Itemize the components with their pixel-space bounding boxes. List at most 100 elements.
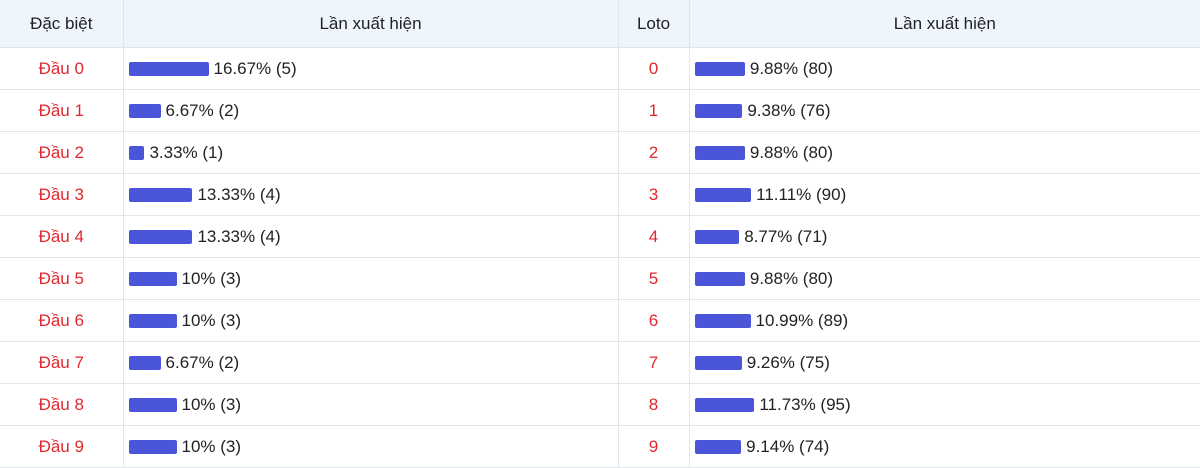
bar-cell: 16.67% (5) bbox=[122, 47, 619, 90]
row-label: Đầu 4 bbox=[0, 215, 124, 258]
row-label: 0 bbox=[617, 47, 690, 90]
bar-cell: 11.73% (95) bbox=[688, 383, 1200, 426]
bar-cell: 10% (3) bbox=[122, 383, 619, 426]
bar-wrap: 10% (3) bbox=[124, 437, 618, 457]
bar-cell: 6.67% (2) bbox=[122, 341, 619, 384]
row-label: 6 bbox=[617, 299, 690, 342]
row-label: Đầu 9 bbox=[0, 425, 124, 468]
bar-wrap: 13.33% (4) bbox=[124, 227, 618, 247]
bar bbox=[128, 355, 161, 370]
bar-cell: 9.14% (74) bbox=[688, 425, 1200, 468]
row-label: Đầu 6 bbox=[0, 299, 124, 342]
bar bbox=[128, 313, 177, 328]
bar bbox=[694, 439, 742, 454]
bar-wrap: 9.88% (80) bbox=[690, 143, 1200, 163]
bar-cell: 9.26% (75) bbox=[688, 341, 1200, 384]
bar-cell: 9.88% (80) bbox=[688, 47, 1200, 90]
row-label: Đầu 7 bbox=[0, 341, 124, 384]
value-label: 10% (3) bbox=[181, 268, 242, 288]
bar-wrap: 11.73% (95) bbox=[690, 395, 1200, 415]
bar bbox=[128, 397, 177, 412]
row-label: 9 bbox=[617, 425, 690, 468]
row: Đầu 1 6.67% (2) 1 9.38% (76) bbox=[0, 89, 1200, 132]
value-label: 9.26% (75) bbox=[746, 352, 830, 372]
bar-wrap: 10% (3) bbox=[124, 269, 618, 289]
value-label: 8.77% (71) bbox=[744, 226, 828, 246]
bar-wrap: 6.67% (2) bbox=[124, 101, 618, 121]
header-cell: Lần xuất hiện bbox=[122, 0, 619, 48]
bar bbox=[694, 229, 740, 244]
bar-cell: 9.38% (76) bbox=[688, 89, 1200, 132]
bar bbox=[694, 397, 755, 412]
row-label: 4 bbox=[617, 215, 690, 258]
bar-wrap: 13.33% (4) bbox=[124, 185, 618, 205]
bar-wrap: 8.77% (71) bbox=[690, 227, 1200, 247]
row: Đầu 4 13.33% (4) 4 8.77% (71) bbox=[0, 215, 1200, 258]
value-label: 9.88% (80) bbox=[749, 142, 834, 162]
value-label: 10.99% (89) bbox=[755, 310, 849, 330]
bar bbox=[128, 61, 209, 76]
bar-cell: 10% (3) bbox=[122, 299, 619, 342]
bar-wrap: 9.26% (75) bbox=[690, 353, 1200, 373]
header-row: Đặc biệt Lần xuất hiện Loto Lần xuất hiện bbox=[0, 0, 1200, 48]
table-body: Đầu 0 16.67% (5) 0 9.88% (80) Đầu 1 6.67% (2)… bbox=[0, 47, 1200, 468]
bar-cell: 9.88% (80) bbox=[688, 131, 1200, 174]
bar-cell: 9.88% (80) bbox=[688, 257, 1200, 300]
bar-cell: 13.33% (4) bbox=[122, 215, 619, 258]
row: Đầu 3 13.33% (4) 3 11.11% (90) bbox=[0, 173, 1200, 216]
value-label: 13.33% (4) bbox=[197, 184, 281, 204]
bar-wrap: 3.33% (1) bbox=[124, 143, 618, 163]
bar-cell: 13.33% (4) bbox=[122, 173, 619, 216]
bar-wrap: 6.67% (2) bbox=[124, 353, 618, 373]
value-label: 16.67% (5) bbox=[213, 58, 297, 78]
bar bbox=[694, 187, 752, 202]
bar-cell: 10.99% (89) bbox=[688, 299, 1200, 342]
value-label: 9.14% (74) bbox=[746, 436, 830, 456]
row-label: Đầu 3 bbox=[0, 173, 124, 216]
value-label: 6.67% (2) bbox=[165, 352, 240, 372]
value-label: 11.11% (90) bbox=[756, 184, 847, 204]
bar bbox=[694, 271, 745, 286]
bar bbox=[128, 229, 193, 244]
row: Đầu 6 10% (3) 6 10.99% (89) bbox=[0, 299, 1200, 342]
row-label: 2 bbox=[617, 131, 690, 174]
row-label: 8 bbox=[617, 383, 690, 426]
value-label: 10% (3) bbox=[181, 436, 242, 456]
bar bbox=[694, 355, 742, 370]
row-label: 3 bbox=[617, 173, 690, 216]
bar bbox=[128, 145, 145, 160]
bar-wrap: 11.11% (90) bbox=[690, 185, 1200, 205]
row-label: Đầu 2 bbox=[0, 131, 124, 174]
bar-wrap: 9.88% (80) bbox=[690, 59, 1200, 79]
row: Đầu 0 16.67% (5) 0 9.88% (80) bbox=[0, 47, 1200, 90]
value-label: 11.73% (95) bbox=[759, 394, 851, 414]
row-label: Đầu 1 bbox=[0, 89, 124, 132]
bar-wrap: 9.88% (80) bbox=[690, 269, 1200, 289]
row: Đầu 7 6.67% (2) 7 9.26% (75) bbox=[0, 341, 1200, 384]
bar bbox=[694, 145, 745, 160]
bar bbox=[128, 271, 177, 286]
header-cell: Đặc biệt bbox=[0, 0, 124, 48]
bar bbox=[128, 439, 177, 454]
bar-cell: 11.11% (90) bbox=[688, 173, 1200, 216]
row-label: 1 bbox=[617, 89, 690, 132]
row: Đầu 2 3.33% (1) 2 9.88% (80) bbox=[0, 131, 1200, 174]
value-label: 3.33% (1) bbox=[149, 142, 224, 162]
header-cell: Lần xuất hiện bbox=[688, 0, 1200, 48]
row: Đầu 5 10% (3) 5 9.88% (80) bbox=[0, 257, 1200, 300]
bar-wrap: 9.14% (74) bbox=[690, 437, 1200, 457]
value-label: 6.67% (2) bbox=[165, 100, 240, 120]
row-label: 7 bbox=[617, 341, 690, 384]
bar-wrap: 10% (3) bbox=[124, 311, 618, 331]
row-label: Đầu 5 bbox=[0, 257, 124, 300]
row: Đầu 9 10% (3) 9 9.14% (74) bbox=[0, 425, 1200, 468]
value-label: 10% (3) bbox=[181, 310, 242, 330]
bar bbox=[128, 103, 161, 118]
bar bbox=[694, 61, 745, 76]
bar-cell: 10% (3) bbox=[122, 257, 619, 300]
row-label: 5 bbox=[617, 257, 690, 300]
bar-wrap: 10.99% (89) bbox=[690, 311, 1200, 331]
bar bbox=[128, 187, 193, 202]
bar bbox=[694, 313, 751, 328]
